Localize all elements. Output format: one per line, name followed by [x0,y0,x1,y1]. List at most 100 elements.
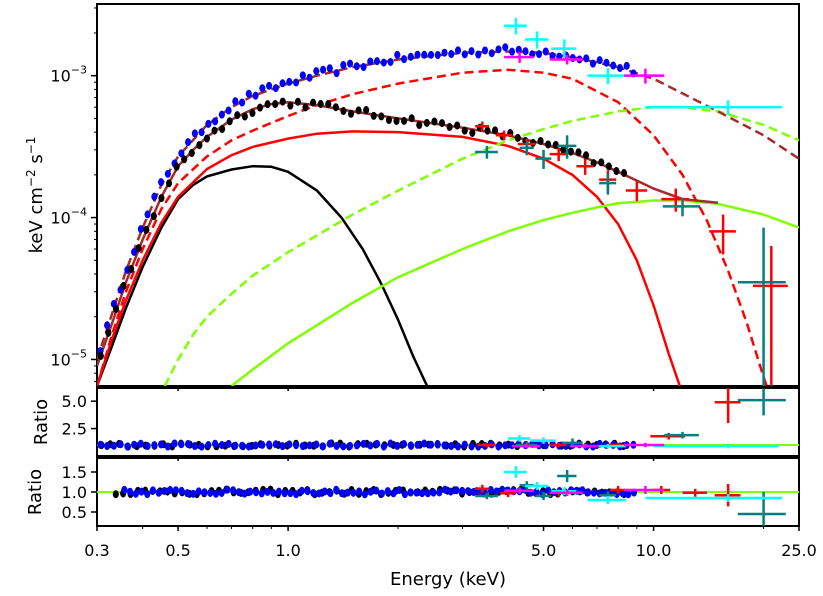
data-point [195,487,202,496]
data-point [166,179,173,188]
ratio2-series-5 [504,466,783,504]
data-point [239,98,246,107]
data-point [121,485,128,494]
model-curve-1 [97,164,429,386]
data-point [321,487,328,496]
data-point [112,305,119,314]
data-point [353,62,360,71]
data-point [378,112,385,121]
data-point [245,442,252,451]
data-point [374,439,381,448]
data-point [124,442,131,451]
ratio2-plot-area [97,466,799,526]
data-point [567,147,574,156]
data-point [367,57,374,66]
data-point [545,140,552,149]
data-point [253,488,260,497]
data-point [416,121,423,130]
ratio-2-y-axis-label: Ratio [25,469,46,515]
data-point [230,486,237,495]
data-point [286,77,293,86]
data-point [401,490,408,499]
data-point [492,126,499,135]
data-point [623,61,630,70]
data-point [218,110,225,119]
data-point [487,486,494,495]
data-point [350,488,357,497]
data-point [446,122,453,131]
data-point [259,440,266,449]
data-point [155,488,162,497]
data-point [249,109,256,118]
data-point [488,49,495,58]
data-point [158,440,165,449]
data-point [181,155,188,164]
data-point [347,441,354,450]
data-point [338,489,345,498]
data-point [428,440,435,449]
model-curve-3 [97,68,768,386]
spectrum-y-tick-label: 10−3 [50,64,87,86]
data-point [188,149,195,158]
data-point [407,52,414,61]
data-point [196,141,203,150]
data-point [423,118,430,127]
data-point [379,489,386,498]
data-point [475,50,482,59]
data-point [356,487,363,496]
spectrum-y-tick-label: 10−5 [50,347,87,369]
data-point [172,486,179,495]
data-point [178,486,185,495]
data-point [190,489,197,498]
data-point [212,439,219,448]
x-tick-label: 0.5 [165,541,190,560]
data-point [198,442,205,451]
data-point [340,442,347,451]
data-point [272,100,279,109]
data-point [310,489,317,498]
data-point [537,136,544,145]
data-point [239,441,246,450]
data-point [482,46,489,55]
data-point [293,78,300,87]
data-point [132,489,139,498]
spectrum-series-6 [504,51,665,84]
data-point [448,50,455,59]
data-point [191,129,198,138]
data-point [461,126,468,135]
data-point [374,57,381,66]
data-point [367,487,374,496]
data-point [205,119,212,128]
data-point [610,61,617,70]
data-point [589,59,596,68]
data-point [317,100,324,109]
data-point [234,111,241,120]
data-point [549,51,556,60]
data-point [448,442,455,451]
data-point [408,114,415,123]
data-point [431,117,438,126]
data-point [353,441,360,450]
data-point [495,45,502,54]
data-point [387,439,394,448]
ratio-1-y-axis-label: Ratio [31,399,52,445]
data-point [275,487,282,496]
data-point [131,440,138,449]
data-point [279,97,286,106]
x-tick-label: 25.0 [781,541,817,560]
spectrum-series-2 [97,97,627,360]
data-point [281,489,288,498]
data-point [171,439,178,448]
data-point [373,486,380,495]
data-point [394,441,401,450]
data-point [313,67,320,76]
data-point [158,178,165,187]
ratio2-y-tick-label: 1.0 [62,483,87,502]
data-point [414,50,421,59]
data-point [211,126,218,135]
data-point [598,158,605,167]
data-point [447,487,454,496]
data-point [306,441,313,450]
data-point [293,490,300,499]
data-point [484,126,491,135]
